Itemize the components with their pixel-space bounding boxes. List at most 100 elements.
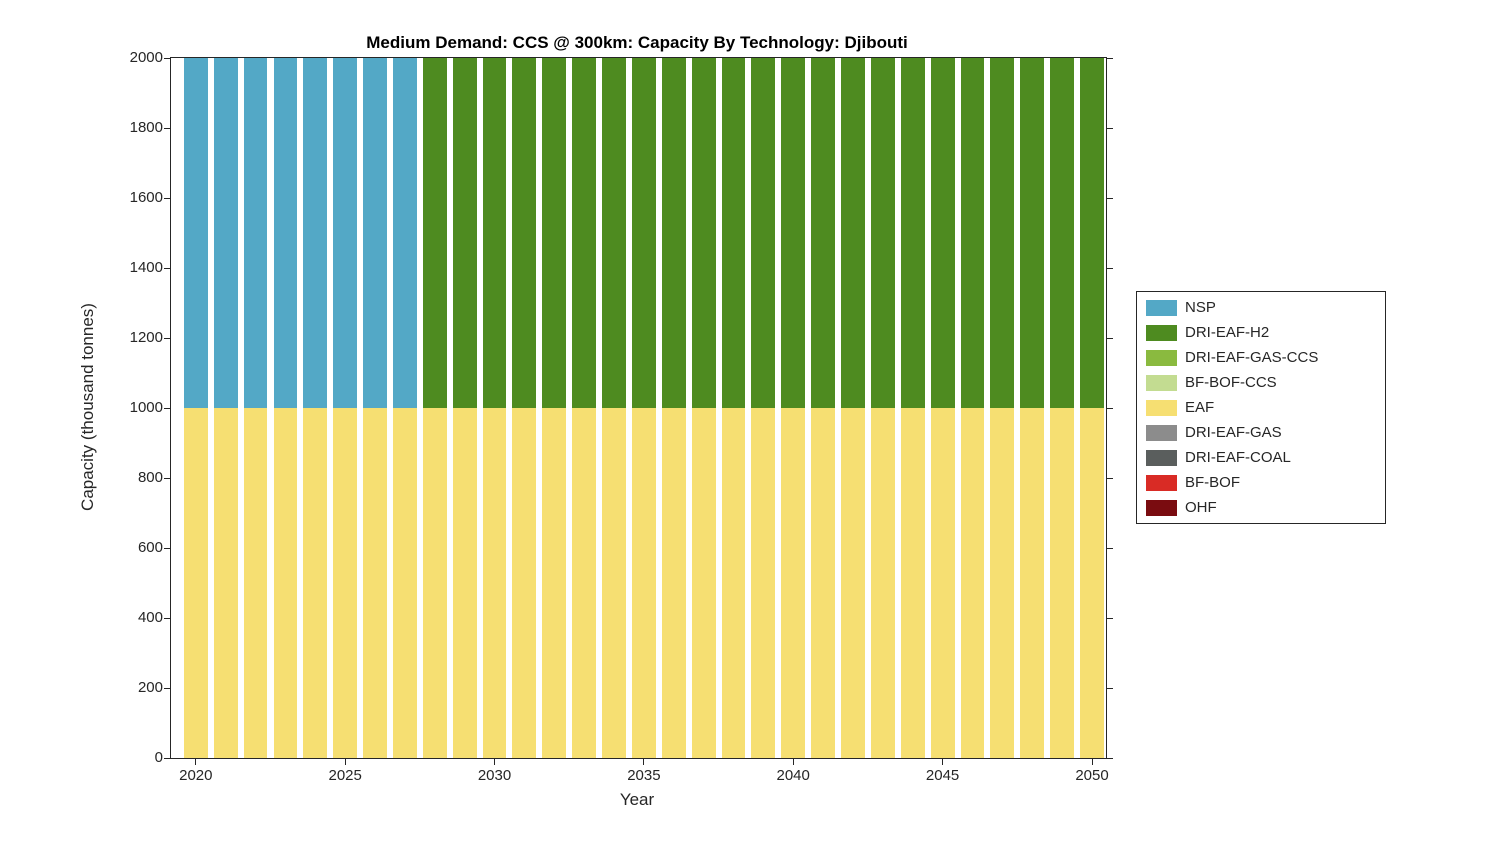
x-tick-mark bbox=[942, 758, 944, 765]
legend-label: EAF bbox=[1185, 399, 1215, 416]
bar-segment-DRI-EAF-H2 bbox=[870, 58, 895, 408]
bar-segment-EAF bbox=[960, 408, 985, 758]
y-tick-label: 1800 bbox=[129, 119, 163, 136]
legend-label: NSP bbox=[1185, 299, 1216, 316]
x-tick-label: 2030 bbox=[477, 767, 512, 784]
y-tick-label: 400 bbox=[137, 609, 163, 626]
y-tick-mark-left bbox=[164, 337, 171, 339]
legend: NSP DRI-EAF-H2 DRI-EAF-GAS-CCS BF-BOF-CCS EA… bbox=[1136, 291, 1386, 524]
y-tick-label: 1000 bbox=[129, 399, 163, 416]
legend-swatch bbox=[1146, 349, 1177, 366]
legend-item-EAF: EAF bbox=[1137, 395, 1385, 420]
bar-segment-DRI-EAF-H2 bbox=[602, 58, 626, 408]
bar-segment-EAF bbox=[900, 408, 925, 758]
bar-segment-DRI-EAF-H2 bbox=[1020, 58, 1045, 408]
bar-segment-EAF bbox=[691, 408, 716, 758]
bar-segment-EAF bbox=[363, 408, 387, 758]
bar-segment-DRI-EAF-H2 bbox=[452, 58, 477, 408]
bar-segment-DRI-EAF-H2 bbox=[930, 58, 955, 408]
bar-segment-EAF bbox=[721, 408, 746, 758]
bar-segment-NSP bbox=[333, 58, 358, 408]
x-tick-mark bbox=[792, 758, 794, 765]
bar-segment-NSP bbox=[183, 58, 208, 408]
x-tick-label: 2045 bbox=[925, 767, 960, 784]
x-tick-label: 2050 bbox=[1075, 767, 1109, 784]
bar-segment-NSP bbox=[393, 58, 417, 408]
bar-segment-EAF bbox=[781, 408, 806, 758]
x-tick-mark bbox=[643, 758, 645, 765]
legend-item-DRI-EAF-GAS-CCS: DRI-EAF-GAS-CCS bbox=[1137, 345, 1385, 370]
y-tick-mark-left bbox=[164, 477, 171, 479]
y-tick-mark-right bbox=[1106, 617, 1113, 619]
bar-segment-DRI-EAF-H2 bbox=[572, 58, 597, 408]
bar-segment-DRI-EAF-H2 bbox=[781, 58, 806, 408]
y-tick-label: 600 bbox=[137, 539, 163, 556]
legend-swatch bbox=[1146, 499, 1177, 516]
bar-segment-EAF bbox=[213, 408, 238, 758]
bar-segment-DRI-EAF-H2 bbox=[661, 58, 686, 408]
x-axis-label: Year bbox=[619, 790, 655, 809]
legend-swatch bbox=[1146, 449, 1177, 466]
legend-swatch bbox=[1146, 374, 1177, 391]
bar-segment-DRI-EAF-H2 bbox=[631, 58, 656, 408]
x-tick-label: 2040 bbox=[776, 767, 810, 784]
y-tick-label: 800 bbox=[137, 469, 163, 486]
y-tick-mark-right bbox=[1106, 337, 1113, 339]
bar-segment-EAF bbox=[243, 408, 268, 758]
x-tick-mark bbox=[494, 758, 495, 765]
legend-item-DRI-EAF-H2: DRI-EAF-H2 bbox=[1137, 320, 1385, 345]
bar-segment-EAF bbox=[482, 408, 507, 758]
y-tick-label: 1400 bbox=[129, 259, 163, 276]
y-tick-mark-left bbox=[164, 267, 171, 269]
legend-label: DRI-EAF-GAS-CCS bbox=[1185, 349, 1319, 366]
bar-segment-DRI-EAF-H2 bbox=[1080, 58, 1104, 408]
legend-label: DRI-EAF-H2 bbox=[1185, 324, 1270, 341]
legend-label: BF-BOF-CCS bbox=[1185, 374, 1277, 391]
legend-item-OHF: OHF bbox=[1137, 495, 1385, 520]
bar-segment-DRI-EAF-H2 bbox=[542, 58, 567, 408]
y-axis-label: Capacity (thousand tonnes) bbox=[78, 303, 97, 511]
y-tick-mark-left bbox=[164, 617, 171, 619]
bar-segment-NSP bbox=[303, 58, 328, 408]
bar-segment-DRI-EAF-H2 bbox=[691, 58, 716, 408]
y-tick-mark-right bbox=[1106, 477, 1113, 479]
y-tick-mark-left bbox=[164, 407, 171, 409]
bar-segment-EAF bbox=[661, 408, 686, 758]
bar-segment-DRI-EAF-H2 bbox=[811, 58, 836, 408]
bar-segment-DRI-EAF-H2 bbox=[960, 58, 985, 408]
y-tick-mark-left bbox=[164, 757, 171, 759]
x-tick-label: 2020 bbox=[179, 767, 213, 784]
y-tick-mark-right bbox=[1106, 127, 1113, 129]
y-tick-mark-left bbox=[164, 547, 171, 549]
bar-segment-DRI-EAF-H2 bbox=[422, 58, 447, 408]
bar-segment-EAF bbox=[1020, 408, 1045, 758]
y-tick-label: 1200 bbox=[129, 329, 163, 346]
bar-segment-NSP bbox=[273, 58, 298, 408]
bar-segment-NSP bbox=[243, 58, 268, 408]
bar-segment-EAF bbox=[512, 408, 537, 758]
y-tick-mark-right bbox=[1106, 757, 1113, 759]
legend-label: OHF bbox=[1185, 499, 1217, 516]
legend-item-BF-BOF-CCS: BF-BOF-CCS bbox=[1137, 370, 1385, 395]
x-tick-mark bbox=[195, 758, 197, 765]
bar-segment-EAF bbox=[572, 408, 597, 758]
bar-segment-EAF bbox=[1050, 408, 1074, 758]
bar-segment-EAF bbox=[990, 408, 1015, 758]
x-tick-label: 2025 bbox=[328, 767, 362, 784]
legend-swatch bbox=[1146, 399, 1177, 416]
y-tick-mark-right bbox=[1106, 267, 1113, 269]
legend-item-NSP: NSP bbox=[1137, 295, 1385, 320]
y-tick-mark-left bbox=[164, 127, 171, 129]
y-tick-mark-right bbox=[1106, 547, 1113, 549]
bar-segment-EAF bbox=[303, 408, 328, 758]
y-tick-label: 2000 bbox=[129, 49, 163, 66]
bar-segment-EAF bbox=[542, 408, 567, 758]
bar-segment-EAF bbox=[422, 408, 447, 758]
bar-segment-DRI-EAF-H2 bbox=[990, 58, 1015, 408]
bar-segment-DRI-EAF-H2 bbox=[512, 58, 537, 408]
bar-segment-NSP bbox=[363, 58, 387, 408]
legend-item-DRI-EAF-GAS: DRI-EAF-GAS bbox=[1137, 420, 1385, 445]
bar-segment-DRI-EAF-H2 bbox=[1050, 58, 1074, 408]
legend-item-BF-BOF: BF-BOF bbox=[1137, 470, 1385, 495]
chart-title: Medium Demand: CCS @ 300km: Capacity By … bbox=[366, 33, 908, 52]
